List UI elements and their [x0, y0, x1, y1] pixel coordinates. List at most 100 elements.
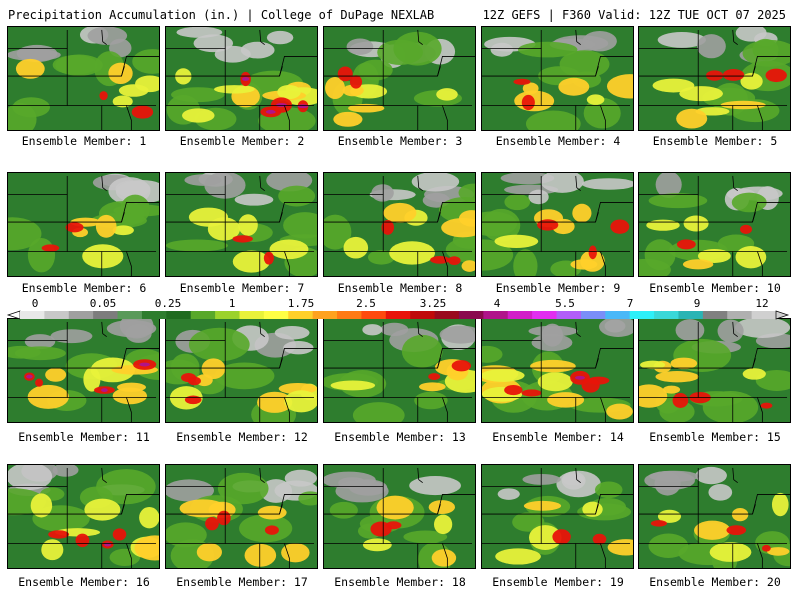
moderate-precip-area — [108, 62, 133, 85]
moderate-precip-area — [232, 250, 270, 273]
colorbar-swatch — [605, 311, 631, 319]
heavy-precip-area — [428, 373, 441, 381]
extreme-precip-area — [241, 77, 250, 81]
light-precip-area — [401, 334, 443, 368]
dry-area — [8, 465, 53, 491]
moderate-precip-area — [639, 384, 668, 408]
moderate-precip-area — [494, 234, 539, 248]
extreme-precip-area — [101, 388, 108, 393]
moderate-precip-area — [139, 506, 159, 529]
ensemble-panel — [323, 318, 476, 423]
light-precip-area — [55, 54, 103, 76]
colorbar-swatch — [629, 311, 655, 319]
moderate-precip-area — [662, 385, 681, 394]
moderate-precip-area — [697, 248, 731, 263]
member-label: Ensemble Member: 17 — [176, 575, 308, 589]
moderate-precip-area — [112, 225, 134, 236]
heavy-precip-area — [726, 525, 747, 536]
dry-area — [380, 322, 409, 337]
precip-map — [639, 173, 790, 276]
member-label: Ensemble Member: 10 — [649, 281, 781, 295]
moderate-precip-area — [30, 493, 53, 518]
precip-map — [324, 27, 475, 130]
heavy-precip-area — [739, 224, 753, 234]
extreme-precip-area — [297, 104, 309, 109]
heavy-precip-area — [337, 66, 353, 82]
ensemble-panel — [165, 464, 318, 569]
light-precip-area — [109, 548, 141, 566]
state-borders — [482, 467, 633, 568]
heavy-precip-area — [430, 255, 450, 264]
moderate-precip-area — [257, 391, 293, 413]
heavy-precip-area — [513, 78, 531, 85]
precip-map — [324, 173, 475, 276]
heavy-precip-area — [451, 360, 472, 372]
light-precip-area — [482, 345, 503, 363]
ensemble-panel — [638, 464, 791, 569]
dry-area — [696, 34, 726, 59]
colorbar-label: 5.5 — [555, 297, 575, 310]
heavy-precip-area — [722, 69, 745, 81]
dry-area — [490, 42, 514, 57]
heavy-precip-area — [581, 378, 600, 393]
run-info: 12Z GEFS | F360 Valid: 12Z TUE OCT 07 20… — [482, 8, 786, 22]
heavy-precip-area — [381, 220, 395, 235]
colorbar-label: 12 — [755, 297, 769, 310]
moderate-precip-area — [196, 542, 222, 562]
ensemble-panel — [165, 26, 318, 131]
colorbar-swatch — [44, 311, 70, 319]
light-precip-area — [278, 185, 316, 207]
colorbar-max-arrow — [775, 310, 790, 320]
colorbar-swatch — [166, 311, 192, 319]
dry-area — [528, 189, 549, 205]
dry-area — [644, 470, 695, 491]
state-borders — [324, 175, 475, 276]
colorbar-swatch — [410, 311, 436, 319]
colorbar-label: 9 — [693, 297, 701, 310]
precip-map — [482, 27, 633, 130]
light-precip-area — [120, 194, 150, 224]
moderate-precip-area — [436, 88, 458, 101]
heavy-precip-area — [232, 235, 253, 243]
heavy-precip-area — [264, 525, 279, 535]
heavy-precip-area — [588, 245, 597, 260]
precip-map — [639, 27, 790, 130]
member-label: Ensemble Member: 6 — [21, 281, 147, 295]
heavy-precip-area — [35, 378, 44, 387]
colorbar-swatch — [556, 311, 582, 319]
moderate-precip-area — [771, 492, 789, 517]
precip-map — [166, 173, 317, 276]
light-precip-area — [393, 31, 442, 66]
moderate-precip-area — [214, 85, 255, 94]
colorbar-swatch — [93, 311, 119, 319]
moderate-precip-area — [419, 382, 446, 392]
heavy-precip-area — [676, 239, 696, 250]
moderate-precip-area — [570, 259, 598, 270]
moderate-precip-area — [683, 215, 709, 232]
member-label: Ensemble Member: 12 — [176, 430, 308, 444]
light-precip-area — [513, 249, 538, 276]
ensemble-panel — [481, 26, 634, 131]
light-precip-area — [504, 193, 531, 211]
ensemble-panel — [481, 318, 634, 423]
heavy-precip-area — [537, 219, 559, 231]
state-borders — [8, 175, 159, 276]
light-precip-area — [414, 391, 448, 410]
heavy-precip-area — [447, 256, 461, 266]
moderate-precip-area — [84, 498, 121, 521]
dry-area — [274, 326, 310, 340]
state-borders — [482, 321, 633, 422]
light-precip-area — [132, 49, 159, 74]
state-borders — [8, 321, 159, 422]
member-label: Ensemble Member: 9 — [495, 281, 621, 295]
dry-area — [283, 341, 314, 355]
extreme-precip-area — [275, 103, 287, 108]
dry-area — [266, 30, 294, 45]
member-label: Ensemble Member: 19 — [492, 575, 624, 589]
light-precip-area — [594, 481, 623, 499]
heavy-precip-area — [760, 402, 773, 409]
colorbar-swatch — [434, 311, 460, 319]
light-precip-area — [367, 250, 395, 265]
light-precip-area — [171, 87, 225, 103]
heavy-precip-area — [592, 533, 607, 545]
